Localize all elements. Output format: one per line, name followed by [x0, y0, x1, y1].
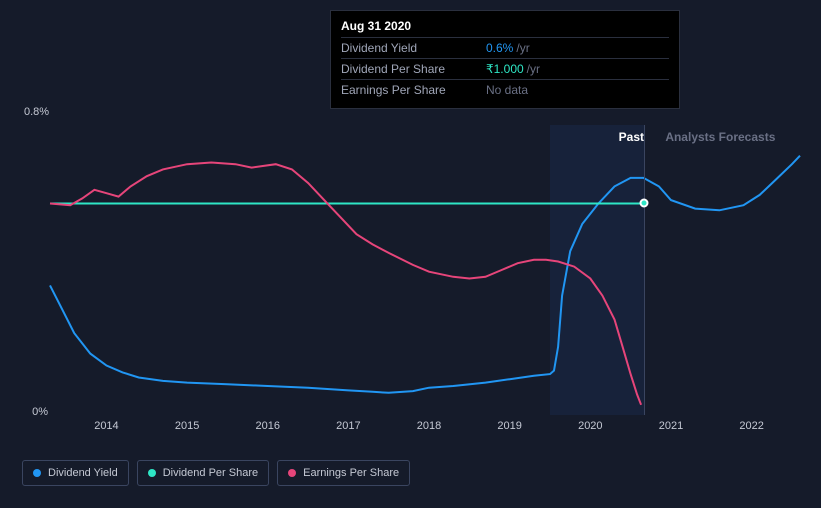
- tooltip-row-1-val: ₹1.000: [486, 62, 524, 76]
- tooltip-marker: [639, 199, 648, 208]
- y-tick-bottom: 0%: [24, 406, 48, 418]
- legend-item-dividend-per-share[interactable]: Dividend Per Share: [137, 460, 269, 486]
- legend-item-earnings-per-share[interactable]: Earnings Per Share: [277, 460, 410, 486]
- tooltip-row-2-label: Earnings Per Share: [341, 83, 486, 97]
- x-tick-2018: 2018: [417, 420, 441, 432]
- legend-dot-2: [288, 469, 296, 477]
- x-tick-2017: 2017: [336, 420, 360, 432]
- y-tick-top: 0.8%: [24, 106, 48, 118]
- x-tick-2015: 2015: [175, 420, 199, 432]
- tooltip-row-2-val: No data: [486, 83, 528, 97]
- legend-label-0: Dividend Yield: [48, 467, 118, 479]
- tooltip-row-0-value: 0.6%/yr: [486, 41, 669, 55]
- x-tick-2019: 2019: [497, 420, 521, 432]
- x-tick-2022: 2022: [739, 420, 763, 432]
- legend-dot-1: [148, 469, 156, 477]
- tooltip-title: Aug 31 2020: [341, 17, 669, 37]
- legend-item-dividend-yield[interactable]: Dividend Yield: [22, 460, 129, 486]
- x-tick-2016: 2016: [255, 420, 279, 432]
- legend-label-2: Earnings Per Share: [303, 467, 399, 479]
- tooltip-row-0: Dividend Yield 0.6%/yr: [341, 37, 669, 58]
- tooltip-row-0-unit: /yr: [516, 41, 529, 55]
- series-dividend-yield: [50, 156, 800, 393]
- tooltip-vline: [644, 125, 645, 415]
- x-axis-labels: 2014 2015 2016 2017 2018 2019 2020 2021 2022: [50, 420, 800, 436]
- period-forecast-label: Analysts Forecasts: [665, 130, 775, 144]
- tooltip-box: Aug 31 2020 Dividend Yield 0.6%/yr Divid…: [330, 10, 680, 109]
- tooltip-row-1: Dividend Per Share ₹1.000/yr: [341, 58, 669, 79]
- period-past-label: Past: [619, 130, 644, 144]
- legend: Dividend Yield Dividend Per Share Earnin…: [22, 460, 410, 486]
- tooltip-row-0-label: Dividend Yield: [341, 41, 486, 55]
- legend-label-1: Dividend Per Share: [163, 467, 258, 479]
- tooltip-row-2: Earnings Per Share No data: [341, 79, 669, 100]
- legend-dot-0: [33, 469, 41, 477]
- x-tick-2021: 2021: [659, 420, 683, 432]
- tooltip-row-1-label: Dividend Per Share: [341, 62, 486, 76]
- chart-lines: [50, 125, 800, 415]
- x-tick-2014: 2014: [94, 420, 118, 432]
- tooltip-row-0-val: 0.6%: [486, 41, 513, 55]
- x-tick-2020: 2020: [578, 420, 602, 432]
- tooltip-row-2-value: No data: [486, 83, 669, 97]
- series-earnings-per-share: [50, 163, 641, 405]
- tooltip-row-1-unit: /yr: [527, 62, 540, 76]
- tooltip-row-1-value: ₹1.000/yr: [486, 62, 669, 76]
